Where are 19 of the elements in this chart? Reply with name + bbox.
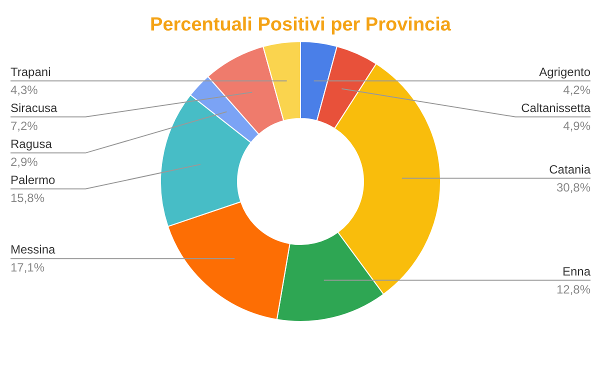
slice-label: Caltanissetta xyxy=(521,100,591,115)
slice-label: Messina xyxy=(10,242,56,257)
slice-label: Catania xyxy=(549,162,591,176)
data-label: 4,9% xyxy=(563,118,591,133)
slice-label: Trapani xyxy=(10,64,51,79)
chart-title: Percentuali Positivi per Provincia xyxy=(150,14,452,36)
data-label: 2,9% xyxy=(10,154,38,169)
data-label: 7,2% xyxy=(10,118,38,133)
slice-label: Ragusa xyxy=(10,136,52,151)
data-label: 15,8% xyxy=(10,190,45,205)
data-label: 4,2% xyxy=(563,82,591,97)
slice-label: Agrigento xyxy=(539,64,591,79)
slice-label: Siracusa xyxy=(10,100,58,115)
slice-label: Enna xyxy=(562,264,591,278)
data-label: 4,3% xyxy=(10,82,38,97)
data-label: 30,8% xyxy=(556,180,591,194)
data-label: 17,1% xyxy=(10,260,45,275)
data-label: 12,8% xyxy=(556,282,591,296)
slice-label: Palermo xyxy=(10,172,56,187)
